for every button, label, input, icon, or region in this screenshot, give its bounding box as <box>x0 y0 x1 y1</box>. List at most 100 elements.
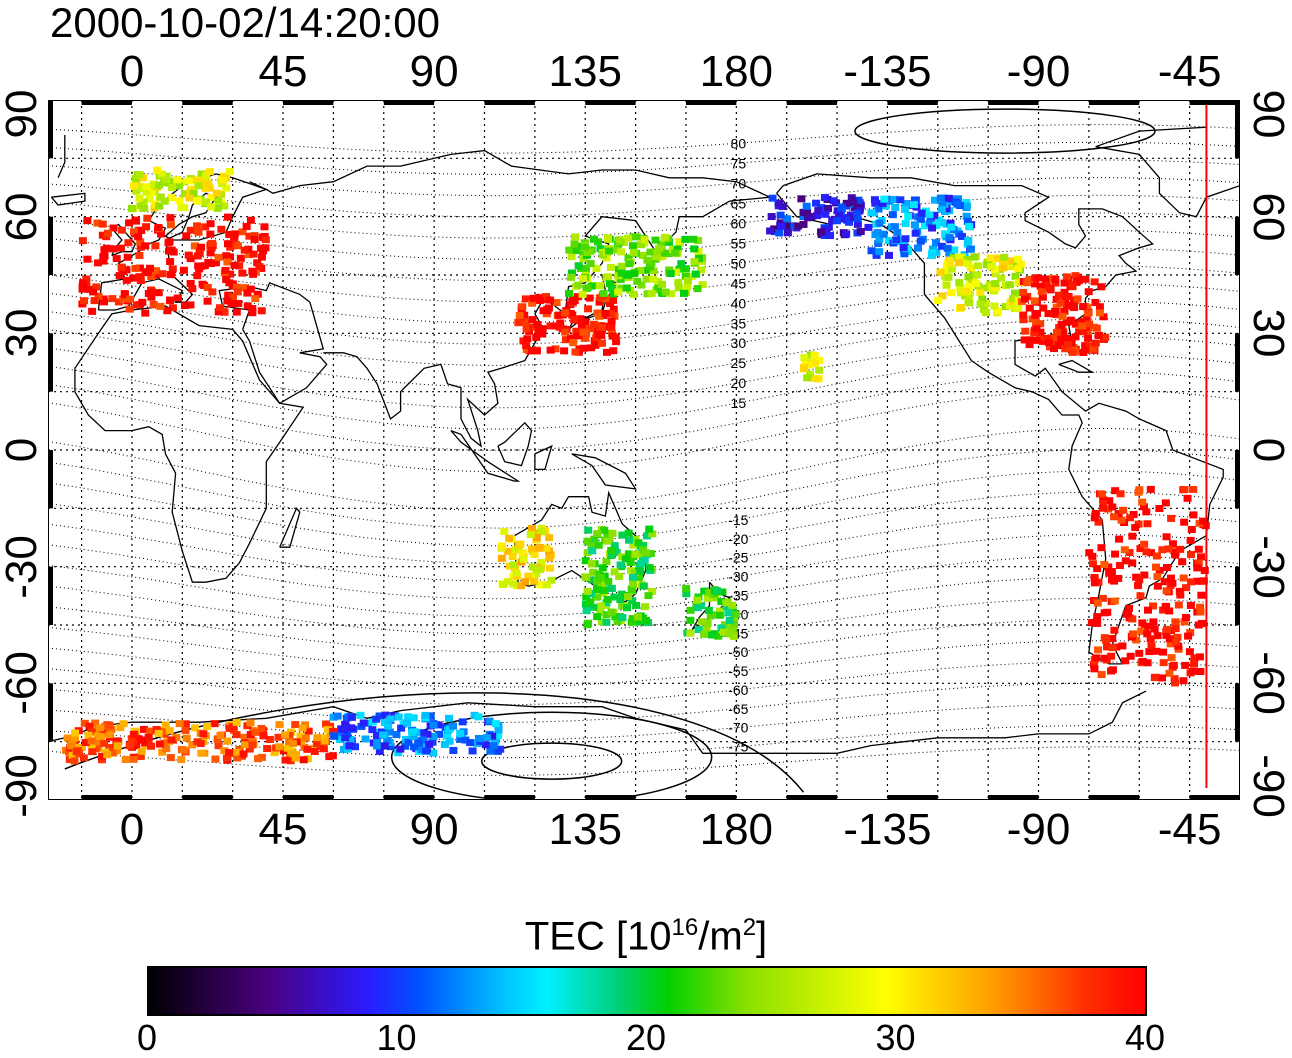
tec-point <box>1057 326 1066 334</box>
tec-point <box>853 220 862 228</box>
tec-world-map: 80 75 70 65 60 55 50 45 40 35 30 25 20 15 -15 -20 -25 -30… <box>48 100 1240 800</box>
tec-point <box>119 295 128 303</box>
tec-point <box>80 297 89 305</box>
tec-point <box>1161 499 1170 507</box>
tec-point <box>1180 518 1189 526</box>
tec-point <box>605 280 614 288</box>
tec-point <box>508 552 517 560</box>
tec-point <box>599 289 608 297</box>
tec-point <box>270 749 279 757</box>
tec-point <box>1038 337 1047 345</box>
tec-point <box>632 233 641 241</box>
tec-point <box>783 222 792 230</box>
tec-point <box>941 268 950 276</box>
tec-point <box>1087 619 1096 627</box>
tec-point <box>394 713 403 721</box>
tec-point <box>1159 648 1168 656</box>
tec-point <box>1085 549 1094 557</box>
tec-point <box>643 256 652 264</box>
tec-point <box>248 737 257 745</box>
tec-point <box>1066 316 1075 324</box>
tec-point <box>257 253 266 261</box>
tec-point <box>1176 545 1185 553</box>
tec-point <box>429 732 438 740</box>
tec-point <box>703 619 712 627</box>
tec-point <box>1099 504 1108 512</box>
tec-point <box>225 168 234 176</box>
tec-point <box>304 727 313 735</box>
tec-point <box>88 307 97 315</box>
tec-point <box>203 723 212 731</box>
tec-point <box>579 344 588 352</box>
tec-point <box>186 226 195 234</box>
tec-point <box>631 569 640 577</box>
tec-point <box>505 534 514 542</box>
tec-point <box>646 550 655 558</box>
tec-point <box>141 309 150 317</box>
tec-point <box>870 196 879 204</box>
tec-point <box>925 211 934 219</box>
tec-point <box>990 302 999 310</box>
tec-point <box>572 247 581 255</box>
tec-point <box>1092 324 1101 332</box>
contour-label-6: 50 <box>731 255 747 271</box>
tec-point <box>440 740 449 748</box>
tec-point <box>226 270 235 278</box>
tec-point <box>546 296 555 304</box>
tec-point <box>82 275 91 283</box>
tec-point <box>143 214 152 222</box>
tec-point <box>689 235 698 243</box>
tec-point <box>212 189 221 197</box>
tec-point <box>1180 618 1189 626</box>
tec-point <box>874 205 883 213</box>
contour-label-16: -25 <box>728 550 748 566</box>
tec-point <box>1094 331 1103 339</box>
tec-point <box>875 235 884 243</box>
tec-point <box>683 283 692 291</box>
colorbar-tick-3: 30 <box>875 1017 916 1058</box>
tec-point <box>257 307 266 315</box>
tec-point <box>597 618 606 626</box>
tec-point <box>570 240 579 248</box>
tec-point <box>165 727 174 735</box>
tec-point <box>205 168 214 176</box>
top-lon-tick-5: -135 <box>843 47 932 96</box>
tec-point <box>1121 657 1130 665</box>
tec-point <box>1097 490 1106 498</box>
tec-point <box>944 273 953 281</box>
tec-point <box>152 271 161 279</box>
tec-point <box>671 249 680 257</box>
tec-point <box>222 184 231 192</box>
tec-point <box>117 226 126 234</box>
tec-point <box>1119 506 1128 514</box>
contour-label-25: -70 <box>728 720 748 736</box>
tec-point <box>609 347 618 355</box>
tec-point <box>690 245 699 253</box>
tec-point <box>301 734 310 742</box>
tec-point <box>265 735 274 743</box>
tec-point <box>624 536 633 544</box>
tec-point <box>911 229 920 237</box>
tec-point <box>299 756 308 764</box>
tec-point <box>938 292 947 300</box>
contour-label-13: 15 <box>731 395 747 411</box>
tec-point <box>629 290 638 298</box>
tec-point <box>103 751 112 759</box>
tec-point <box>1160 578 1169 586</box>
tec-point <box>1125 605 1134 613</box>
tec-point <box>645 525 654 533</box>
tec-point <box>555 323 564 331</box>
tec-point <box>196 740 205 748</box>
tec-point <box>1062 273 1071 281</box>
tec-point <box>528 316 537 324</box>
tec-point <box>518 303 527 311</box>
tec-point <box>658 280 667 288</box>
tec-point <box>339 726 348 734</box>
tec-point <box>303 745 312 753</box>
tec-point <box>1146 485 1155 493</box>
tec-point <box>1108 503 1117 511</box>
tec-point <box>628 573 637 581</box>
tec-point <box>1060 307 1069 315</box>
tec-point <box>250 235 259 243</box>
tec-point <box>518 549 527 557</box>
